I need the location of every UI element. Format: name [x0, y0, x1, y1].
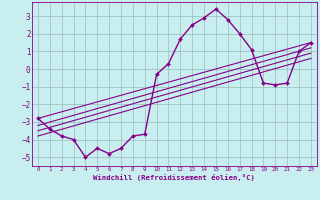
X-axis label: Windchill (Refroidissement éolien,°C): Windchill (Refroidissement éolien,°C)	[93, 174, 255, 181]
